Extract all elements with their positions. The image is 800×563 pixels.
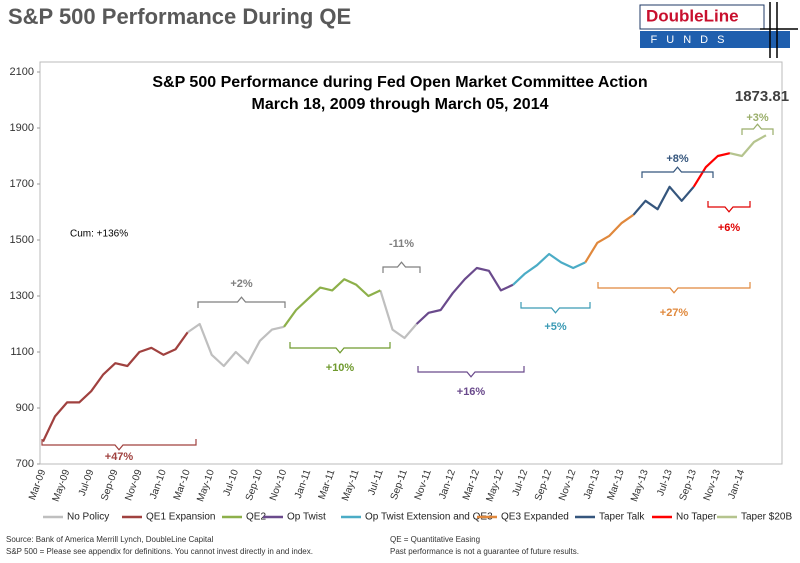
logo-funds: FUNDS [651,34,734,46]
x-tick-label: Mar-10 [172,468,193,502]
bracket [417,366,525,378]
x-tick-label: May-13 [629,468,651,504]
header-title: S&P 500 Performance During QE [8,4,351,29]
plot-frame [39,61,783,465]
bracket [741,123,774,135]
logo-bar [640,31,790,48]
x-tick-label: Mar-11 [317,468,338,501]
annotation: +2% [230,278,253,290]
bracket [289,342,391,354]
annotation: +16% [457,386,486,398]
x-tick-label: Sep-12 [533,468,555,502]
x-tick-label: Nov-13 [702,468,724,502]
bracket [382,261,421,273]
x-tick-label: Jan-14 [726,468,747,501]
series-line [632,185,695,216]
x-tick-label: Nov-10 [268,468,290,502]
series-line [42,331,189,443]
annotation: -11% [389,238,414,250]
x-tick-label: Sep-11 [389,468,410,502]
y-tick-label: 1500 [10,234,34,246]
x-tick-label: Nov-09 [123,468,145,502]
legend-label: Op Twist [287,512,326,523]
x-tick-label: Sep-10 [244,468,266,502]
footer-definition: S&P 500 = Please see appendix for defini… [6,547,313,556]
series-line [584,213,635,263]
bracket [597,282,751,294]
y-tick-label: 900 [16,402,34,414]
y-tick-label: 1100 [10,346,34,358]
y-tick-label: 1700 [10,178,34,190]
annotation: +47% [105,451,134,463]
bracket [520,302,591,314]
series-line [186,290,418,368]
x-tick-label: May-09 [51,468,73,504]
series-line [415,266,514,325]
legend-label: No Policy [67,512,109,523]
x-tick-label: Jan-12 [437,468,458,501]
x-tick-label: Mar-13 [606,468,627,502]
annotation: +6% [718,222,741,234]
annotation: +3% [746,112,769,124]
x-tick-label: May-10 [195,468,217,504]
annotation: +5% [544,321,567,333]
x-tick-label: Jul-10 [221,468,241,498]
x-tick-label: Jan-10 [148,468,169,501]
x-tick-label: Jul-11 [366,468,386,497]
series-line [512,252,586,286]
legend-label: QE2 [246,512,266,523]
x-tick-label: Jan-13 [582,468,603,501]
annotation: +8% [666,153,689,165]
chart-title: S&P 500 Performance during Fed Open Mark… [152,74,647,91]
bracket [41,439,197,451]
chart-subtitle: March 18, 2009 through March 05, 2014 [251,96,548,113]
x-tick-label: Nov-11 [413,468,434,502]
x-tick-label: Nov-12 [557,468,579,502]
legend-label: Op Twist Extension and QE3 [365,512,493,523]
logo-name: DoubleLine [646,6,739,25]
annotation: +27% [660,307,689,319]
legend-label: Taper Talk [599,512,645,523]
y-tick-label: 2100 [10,66,34,78]
footer-disclaimer: Past performance is not a guarantee of f… [390,547,579,556]
annotation: +10% [326,362,355,374]
x-tick-label: May-12 [484,468,506,504]
cum-note: Cum: +136% [70,229,128,240]
x-tick-label: Mar-09 [27,468,48,502]
legend-label: QE3 Expanded [501,512,569,523]
legend-label: No Taper [676,512,717,523]
y-tick-label: 700 [16,458,34,470]
x-tick-label: Mar-12 [461,468,482,502]
x-tick-label: Jul-13 [655,468,675,498]
x-tick-label: May-11 [340,468,362,503]
x-tick-label: Sep-09 [99,468,121,502]
y-tick-label: 1300 [10,290,34,302]
y-tick-label: 1900 [10,122,34,134]
bracket [197,296,286,308]
footer-source: Source: Bank of America Merrill Lynch, D… [6,535,214,544]
footer-qe: QE = Quantitative Easing [390,535,480,544]
x-tick-label: Jul-12 [511,468,531,498]
legend-label: QE1 Expansion [146,512,216,523]
x-tick-label: Jan-11 [293,468,314,500]
x-tick-label: Jul-09 [77,468,97,498]
series-line [729,134,767,158]
series-line [283,278,381,328]
legend-label: Taper $20B [741,512,792,523]
bracket [641,166,714,178]
logo-box [639,4,765,30]
x-tick-label: Sep-13 [678,468,700,502]
series-line [692,152,731,188]
last-value-label: 1873.81 [735,88,789,105]
bracket [707,201,751,213]
